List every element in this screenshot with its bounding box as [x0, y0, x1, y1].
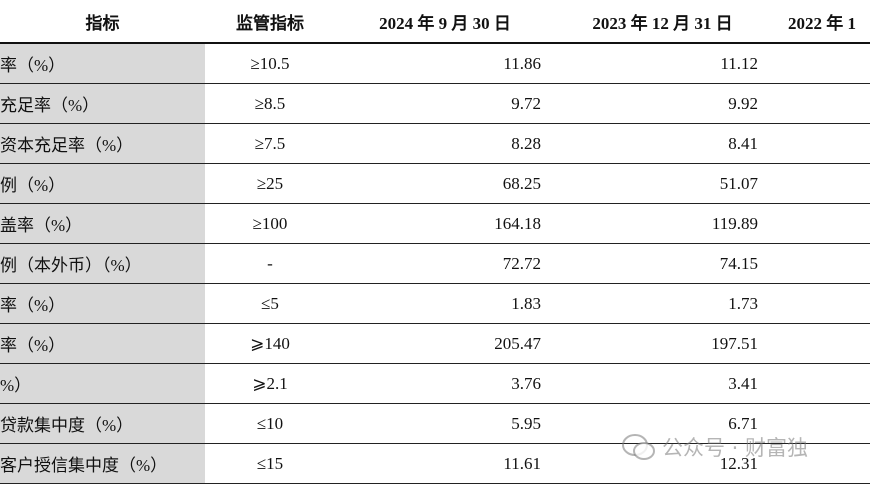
table-row: 率（%） ⩾140 205.47 197.51 [0, 323, 870, 364]
table-cell: ⩾140 [205, 323, 335, 364]
watermark-text: 公众号 · 财富独 [662, 436, 809, 460]
table-cell: 51.07 [555, 163, 770, 204]
table-cell: 68.25 [335, 163, 555, 204]
table-cell: 9.92 [555, 83, 770, 124]
table-cell: ≤15 [205, 443, 335, 484]
table-cell: ⩾2.1 [205, 363, 335, 404]
table-cell: 贷款集中度（%） [0, 403, 205, 444]
table-cell: - [205, 243, 335, 284]
header-row: 指标 监管指标 2024 年 9 月 30 日 2023 年 12 月 31 日 202… [0, 0, 870, 44]
table-cell-blank [770, 203, 870, 244]
table-row: 率（%） ≤5 1.83 1.73 [0, 283, 870, 324]
table-cell: ≥100 [205, 203, 335, 244]
table-cell: 5.95 [335, 403, 555, 444]
table-cell-blank [770, 243, 870, 284]
table-cell: 率（%） [0, 283, 205, 324]
table-cell: ≥25 [205, 163, 335, 204]
table-row: 充足率（%） ≥8.5 9.72 9.92 [0, 83, 870, 124]
table-cell-blank [770, 283, 870, 324]
table-cell: 119.89 [555, 203, 770, 244]
table-cell: 74.15 [555, 243, 770, 284]
header-cell: 2024 年 9 月 30 日 [335, 0, 555, 44]
table-cell: ≤5 [205, 283, 335, 324]
table-body: 率（%） ≥10.5 11.86 11.12 充足率（%） ≥8.5 9.72 9.92 资本充… [0, 43, 870, 484]
header-cell: 监管指标 [205, 0, 335, 44]
header-cell: 2023 年 12 月 31 日 [555, 0, 770, 44]
table-row: %） ⩾2.1 3.76 3.41 [0, 363, 870, 404]
table-cell: 8.41 [555, 123, 770, 164]
table-cell: 客户授信集中度（%） [0, 443, 205, 484]
wechat-icon [622, 434, 655, 460]
table-row: 盖率（%） ≥100 164.18 119.89 [0, 203, 870, 244]
watermark: 公众号 · 财富独 [622, 432, 808, 462]
table-cell: 8.28 [335, 123, 555, 164]
table-cell: 205.47 [335, 323, 555, 364]
table-row: 例（%） ≥25 68.25 51.07 [0, 163, 870, 204]
header-cell: 指标 [0, 0, 205, 44]
table-cell-blank [770, 123, 870, 164]
table-cell: 充足率（%） [0, 83, 205, 124]
table-cell: 11.12 [555, 43, 770, 84]
table-cell: 197.51 [555, 323, 770, 364]
table-cell: 1.73 [555, 283, 770, 324]
table-cell: %） [0, 363, 205, 404]
table-cell: 12.31 [555, 443, 770, 484]
table-cell: 例（%） [0, 163, 205, 204]
table-cell: 资本充足率（%） [0, 123, 205, 164]
header-cell: 2022 年 1 [770, 0, 870, 44]
table-cell: 6.71 [555, 403, 770, 444]
table-row: 资本充足率（%） ≥7.5 8.28 8.41 [0, 123, 870, 164]
table-cell-blank [770, 83, 870, 124]
table-cell: ≥10.5 [205, 43, 335, 84]
table-cell: 3.76 [335, 363, 555, 404]
table-cell: 率（%） [0, 43, 205, 84]
table-cell: 11.86 [335, 43, 555, 84]
table-cell: 11.61 [335, 443, 555, 484]
table-row: 例（本外币）（%） -72.72 74.15 [0, 243, 870, 284]
table-cell-blank [770, 323, 870, 364]
table-cell-blank [770, 43, 870, 84]
table-cell: 例（本外币）（%） [0, 243, 205, 284]
table-cell-blank [770, 163, 870, 204]
table-cell: 3.41 [555, 363, 770, 404]
table-row: 客户授信集中度（%） ≤15 11.61 12.31 [0, 443, 870, 484]
table-cell: ≥7.5 [205, 123, 335, 164]
table-cell-blank [770, 403, 870, 444]
table-cell: 1.83 [335, 283, 555, 324]
table-cell: 率（%） [0, 323, 205, 364]
table-cell: 9.72 [335, 83, 555, 124]
table-cell: 72.72 [335, 243, 555, 284]
table-row: 贷款集中度（%） ≤10 5.95 6.71 [0, 403, 870, 444]
table-cell: 164.18 [335, 203, 555, 244]
table-cell: 盖率（%） [0, 203, 205, 244]
table-cell-blank [770, 443, 870, 484]
table-cell: ≥8.5 [205, 83, 335, 124]
table-cell: ≤10 [205, 403, 335, 444]
table-cell-blank [770, 363, 870, 404]
table-row: 率（%） ≥10.5 11.86 11.12 [0, 43, 870, 84]
